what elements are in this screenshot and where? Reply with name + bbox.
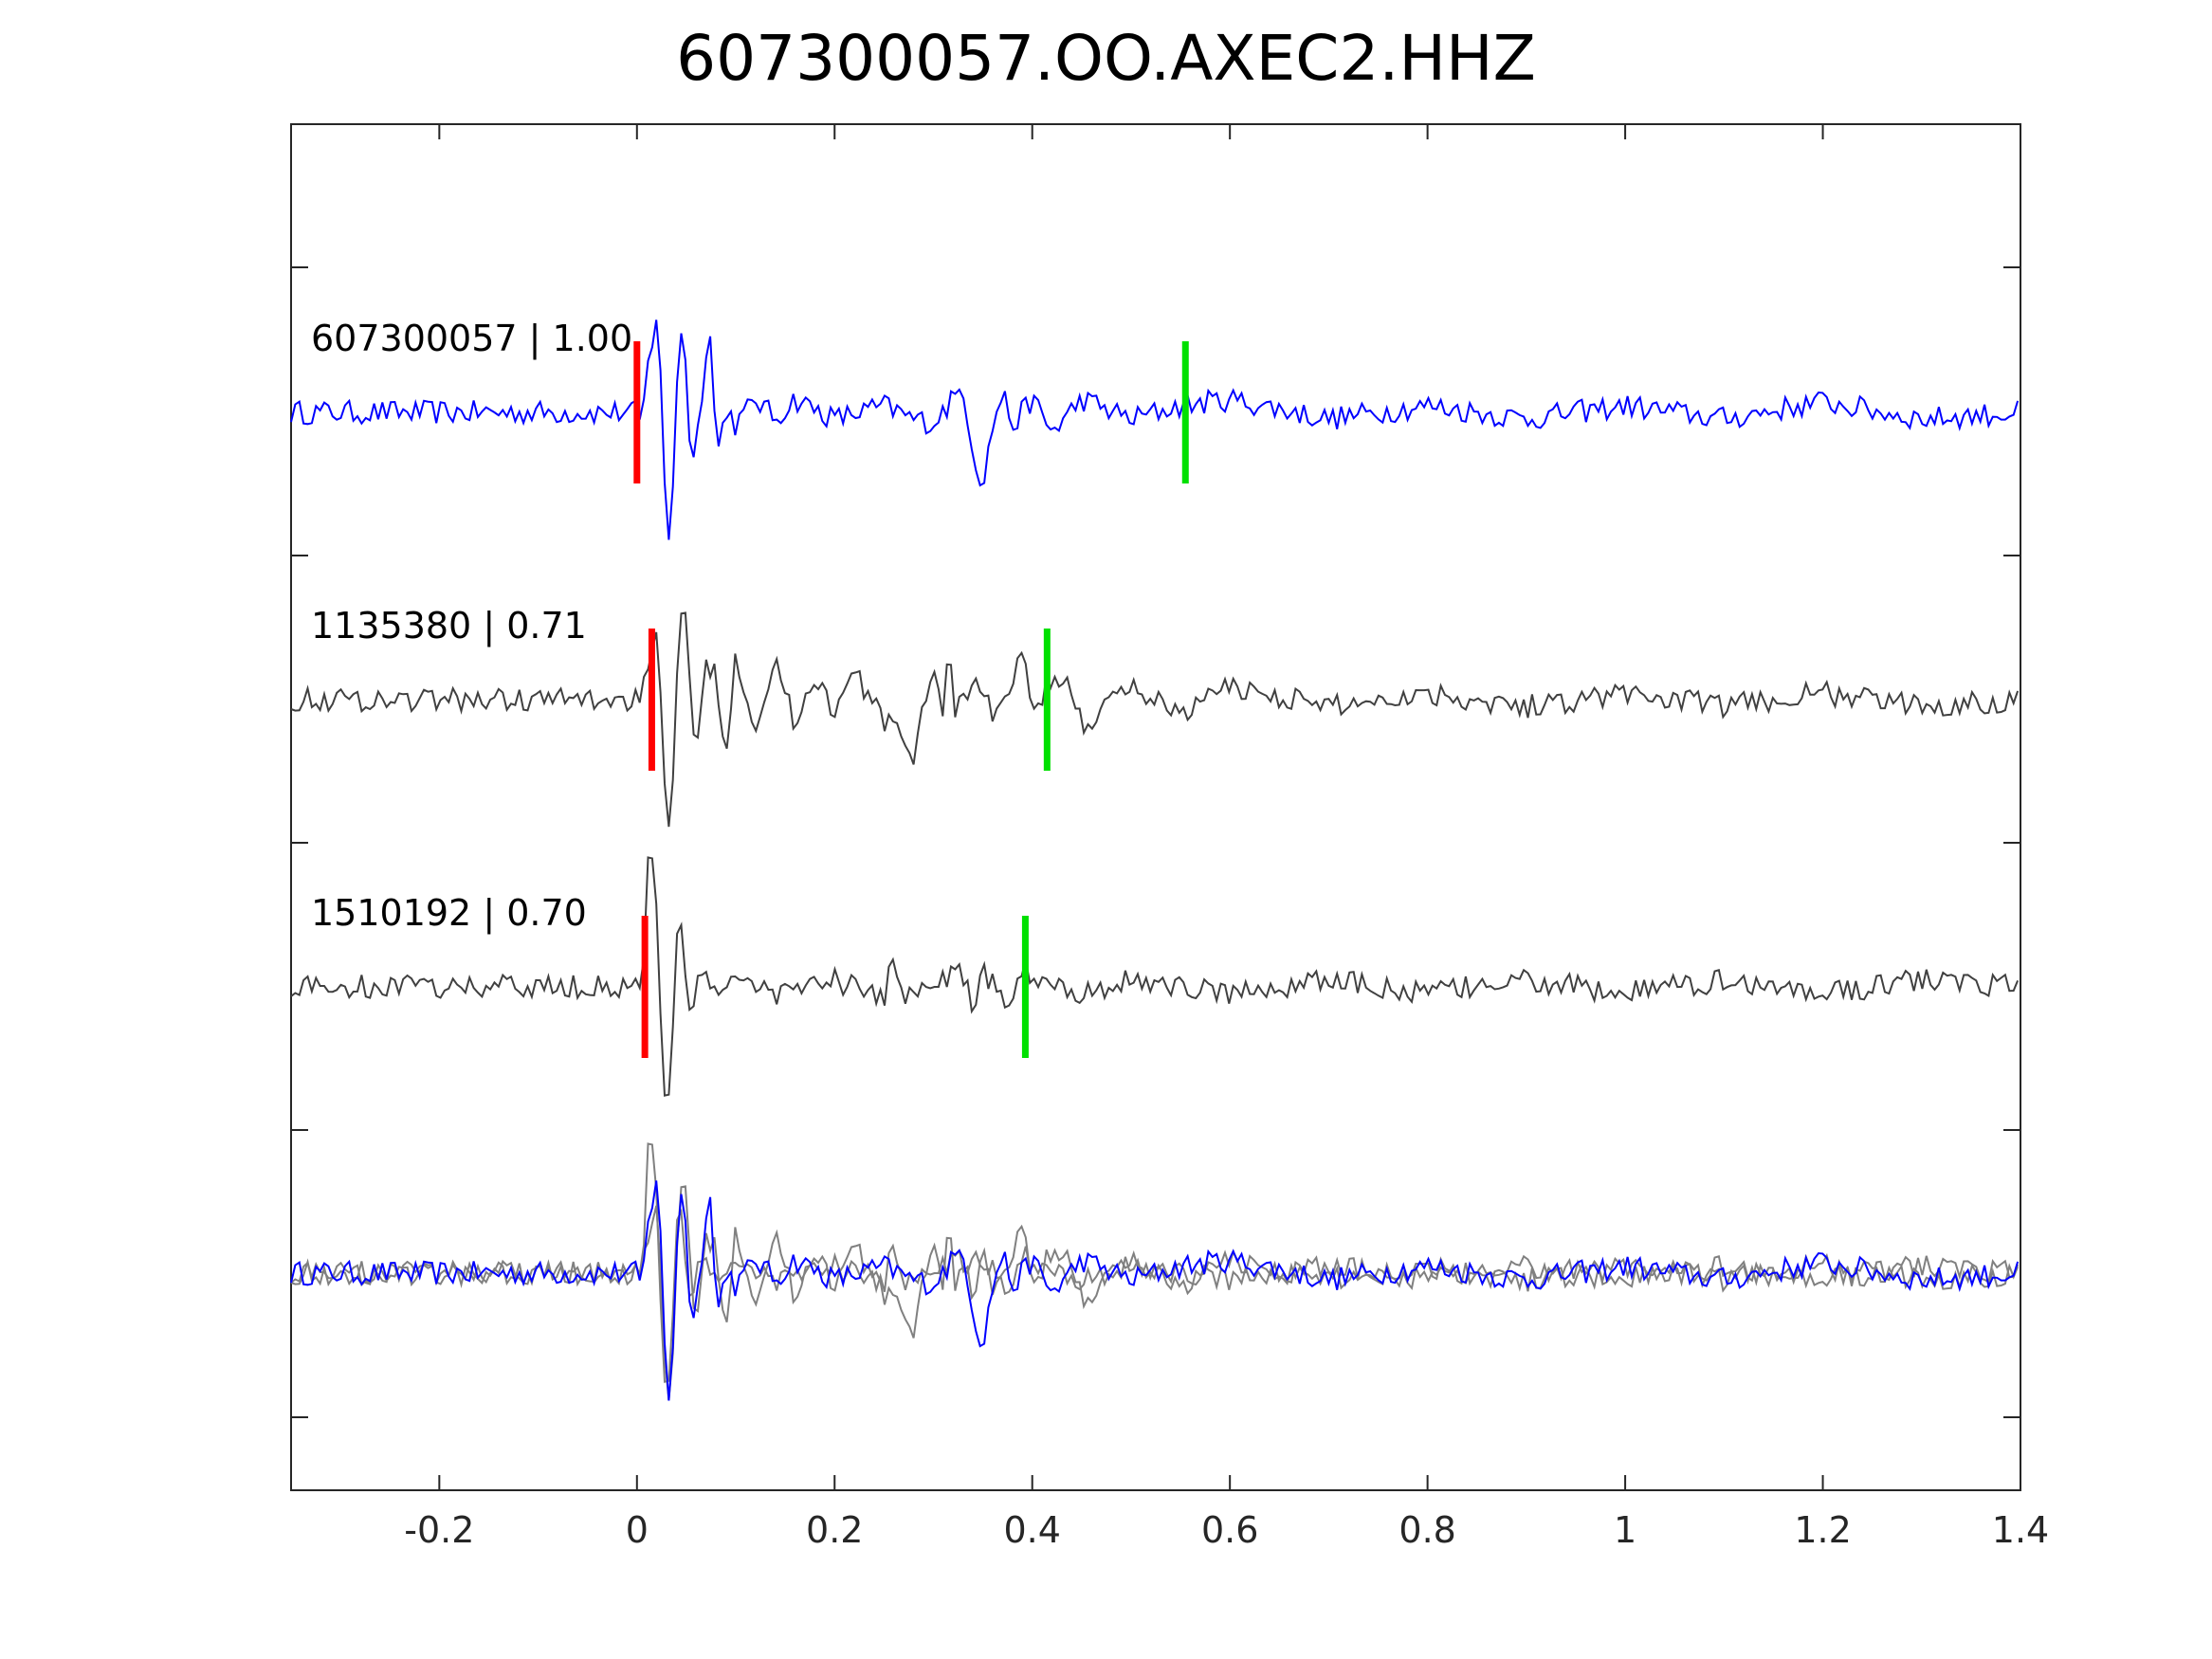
x-tick-label: 0 [626,1509,649,1551]
waveform-trace-3 [290,856,2020,1097]
x-tick-label: 1 [1614,1509,1636,1551]
x-tick-label: 0.2 [806,1509,863,1551]
overlay-trace-1 [290,1180,2020,1401]
waveform-trace-1 [290,319,2020,540]
chart-title: 607300057.OO.AXEC2.HHZ [676,22,1536,95]
x-tick-label: 1.4 [1992,1509,2049,1551]
plot-frame [290,123,2021,1491]
trace-label-1: 607300057 | 1.00 [311,318,632,360]
x-tick-label: 0.8 [1398,1509,1455,1551]
x-tick-label: -0.2 [404,1509,474,1551]
x-tick-label: 1.2 [1794,1509,1851,1551]
trace-label-2: 1135380 | 0.71 [311,605,587,647]
x-tick-label: 0.4 [1003,1509,1060,1551]
trace-label-3: 1510192 | 0.70 [311,892,587,935]
x-tick-label: 0.6 [1201,1509,1258,1551]
overlay-trace-2 [290,1185,2020,1401]
waveform-trace-2 [290,611,2020,828]
